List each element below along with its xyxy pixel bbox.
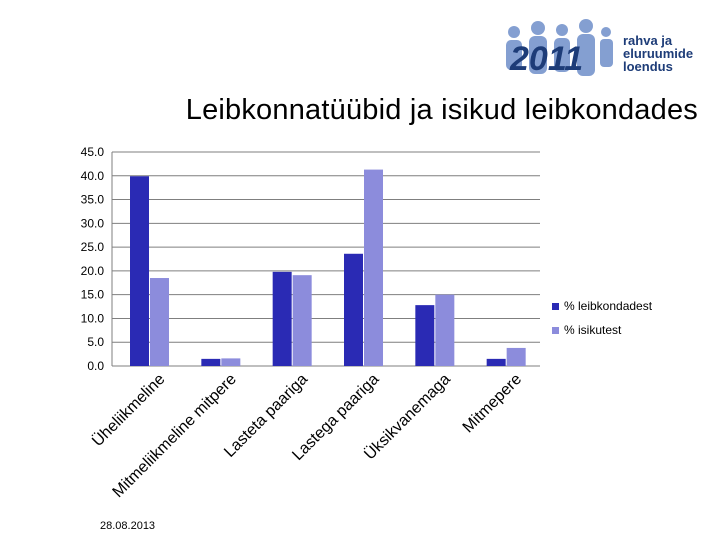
logo-number: 2011 xyxy=(509,40,583,78)
x-tick-label: Mitmeliikmeline mitpere xyxy=(110,371,240,501)
grid-lines xyxy=(111,151,540,367)
y-tick-label: 45.0 xyxy=(81,145,105,159)
bar-households xyxy=(272,271,292,366)
people-figures-icon xyxy=(506,19,613,76)
y-tick-label: 10.0 xyxy=(81,311,105,325)
bar-households xyxy=(130,176,149,366)
legend-swatch xyxy=(552,303,559,310)
y-tick-label: 15.0 xyxy=(81,288,105,302)
x-tick-label: Üheliikmeline xyxy=(88,370,168,450)
legend-swatch xyxy=(552,327,559,334)
bar-persons xyxy=(506,347,526,366)
y-tick-label: 5.0 xyxy=(87,335,104,349)
page-title: Leibkonnatüübid ja isikud leibkondades xyxy=(185,94,698,126)
y-tick-label: 20.0 xyxy=(81,264,105,278)
bar-persons xyxy=(364,169,383,366)
logo-line: loendus xyxy=(623,59,673,74)
logo-line: eluruumide xyxy=(623,46,694,61)
bars xyxy=(130,169,526,366)
y-tick-label: 35.0 xyxy=(81,193,105,207)
bar-households xyxy=(201,358,221,366)
census-logo: 2011 xyxy=(506,19,613,78)
y-tick-label: 0.0 xyxy=(87,359,104,373)
bar-persons xyxy=(435,294,455,366)
y-tick-label: 30.0 xyxy=(81,216,105,230)
y-tick-label: 25.0 xyxy=(81,240,105,254)
bar-households xyxy=(415,305,435,366)
y-axis-ticks: 0.0 5.0 10.0 15.0 20.0 25.0 30.0 35.0 40.0 45.0 xyxy=(81,145,105,373)
logo-line: rahva ja xyxy=(623,33,673,48)
footer-date: 28.08.2013 xyxy=(100,520,156,532)
bar-persons xyxy=(221,358,241,366)
logo-text: rahva ja eluruumide loendus xyxy=(623,34,693,73)
legend: % leibkondadest % isikutest xyxy=(552,299,653,337)
y-tick-label: 40.0 xyxy=(81,169,105,183)
bar-persons xyxy=(292,275,312,366)
bar-households xyxy=(486,358,506,366)
x-tick-label: Mitmepere xyxy=(460,371,526,437)
bar-households xyxy=(344,253,363,366)
bar-persons xyxy=(150,278,169,366)
legend-label: % leibkondadest xyxy=(564,299,653,313)
legend-label: % isikutest xyxy=(564,323,622,337)
